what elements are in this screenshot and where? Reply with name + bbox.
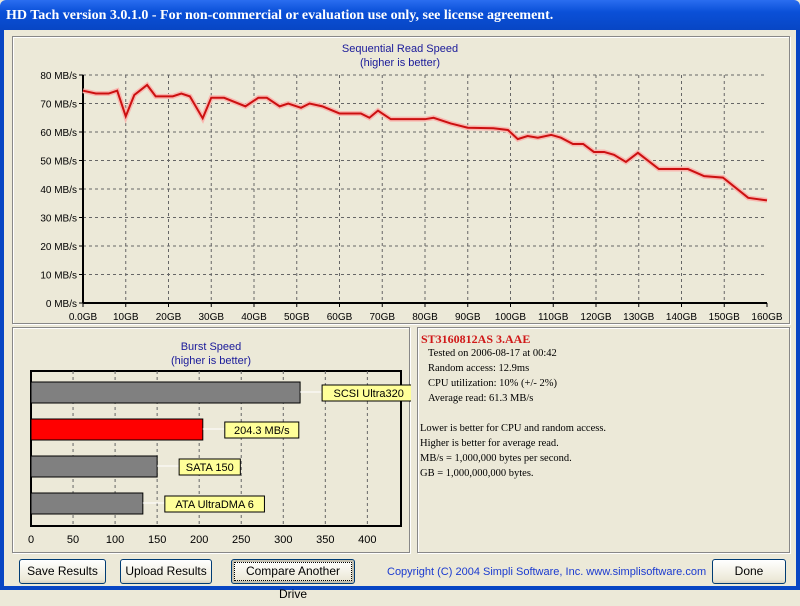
burst-bar [30,381,301,404]
window-frame-right [796,30,800,590]
bar-label: SATA 150 [186,462,234,474]
note: GB = 1,000,000,000 bytes. [420,468,534,479]
x-tick-label: 400 [358,534,376,546]
title-bar: HD Tach version 3.0.1.0 - For non-commer… [0,0,800,30]
x-tick-label: 0 [28,534,34,546]
y-tick-label: 10 MB/s [40,271,77,282]
sequential-read-chart: Sequential Read Speed (higher is better)… [40,43,783,323]
x-tick-label: 40GB [241,312,267,323]
burst-plot-frame [30,370,402,527]
seq-chart-subtitle: (higher is better) [360,57,440,69]
burst-chart-subtitle: (higher is better) [171,355,251,367]
y-tick-label: 30 MB/s [40,214,77,225]
x-tick-label: 60GB [327,312,353,323]
x-tick-label: 250 [232,534,250,546]
bar-label: 204.3 MB/s [234,425,290,437]
x-tick-label: 110GB [538,312,569,323]
x-tick-label: 120GB [580,312,611,323]
x-tick-label: 30GB [198,312,224,323]
y-tick-label: 40 MB/s [40,185,77,196]
bar-label-box [164,495,265,513]
upload-results-button[interactable]: Upload Results [120,559,212,584]
cpu-utilization: CPU utilization: 10% (+/- 2%) [428,378,557,389]
x-tick-label: 70GB [369,312,395,323]
x-tick-label: 350 [316,534,334,546]
random-access: Random access: 12.9ms [428,363,530,374]
x-tick-label: 90GB [455,312,481,323]
x-tick-label: 20GB [156,312,182,323]
drive-info-panel: ST3160812AS 3.AAE Tested on 2006-08-17 a… [417,327,790,553]
y-tick-label: 50 MB/s [40,157,77,168]
y-tick-label: 60 MB/s [40,128,77,139]
y-tick-label: 80 MB/s [40,71,77,82]
burst-chart-title: Burst Speed [181,341,242,353]
copyright-text: Copyright (C) 2004 Simpli Software, Inc.… [387,566,707,578]
x-tick-label: 150 [148,534,166,546]
done-button[interactable]: Done [712,559,786,584]
x-tick-label: 100GB [495,312,526,323]
seq-chart-title: Sequential Read Speed [342,43,458,55]
burst-speed-panel: Burst Speed (higher is better) 0 50 100 150… [12,327,416,553]
y-tick-label: 20 MB/s [40,242,77,253]
x-tick-label: 200 [190,534,208,546]
sequential-read-panel: Sequential Read Speed (higher is better)… [12,36,790,324]
x-tick-label: 300 [274,534,292,546]
x-tick-label: 150GB [709,312,740,323]
bar-label: SCSI Ultra320 [334,388,404,400]
save-results-button[interactable]: Save Results [19,559,106,584]
burst-bar [30,492,144,515]
x-tick-label: 0.0GB [69,312,98,323]
x-tick-label: 140GB [666,312,697,323]
x-tick-label: 50 [67,534,79,546]
x-tick-label: 130GB [623,312,654,323]
window-title: HD Tach version 3.0.1.0 - For non-commer… [6,8,554,23]
window-frame-left [0,30,4,590]
compare-another-drive-button[interactable]: Compare Another Drive [231,559,355,601]
burst-bar [30,455,158,478]
x-tick-label: 160GB [751,312,782,323]
x-tick-label: 10GB [113,312,139,323]
x-tick-label: 80GB [412,312,438,323]
y-tick-label: 0 MB/s [46,299,77,310]
note: Lower is better for CPU and random acces… [420,423,607,434]
burst-speed-chart: Burst Speed (higher is better) 0 50 100 150… [28,341,416,546]
average-read: Average read: 61.3 MB/s [428,393,534,404]
drive-name: ST3160812AS 3.AAE [421,332,531,346]
note: MB/s = 1,000,000 bytes per second. [420,453,572,464]
read-speed-line [82,83,768,202]
bar-label-box [178,458,241,476]
note: Higher is better for average read. [420,438,559,449]
bar-label-box [224,421,300,439]
burst-bar [30,418,204,441]
x-tick-label: 100 [106,534,124,546]
tested-date: Tested on 2006-08-17 at 00:42 [428,348,557,359]
y-tick-label: 70 MB/s [40,100,77,111]
bar-label: ATA UltraDMA 6 [175,499,253,511]
window-frame-bottom [0,586,800,590]
x-tick-label: 50GB [284,312,310,323]
